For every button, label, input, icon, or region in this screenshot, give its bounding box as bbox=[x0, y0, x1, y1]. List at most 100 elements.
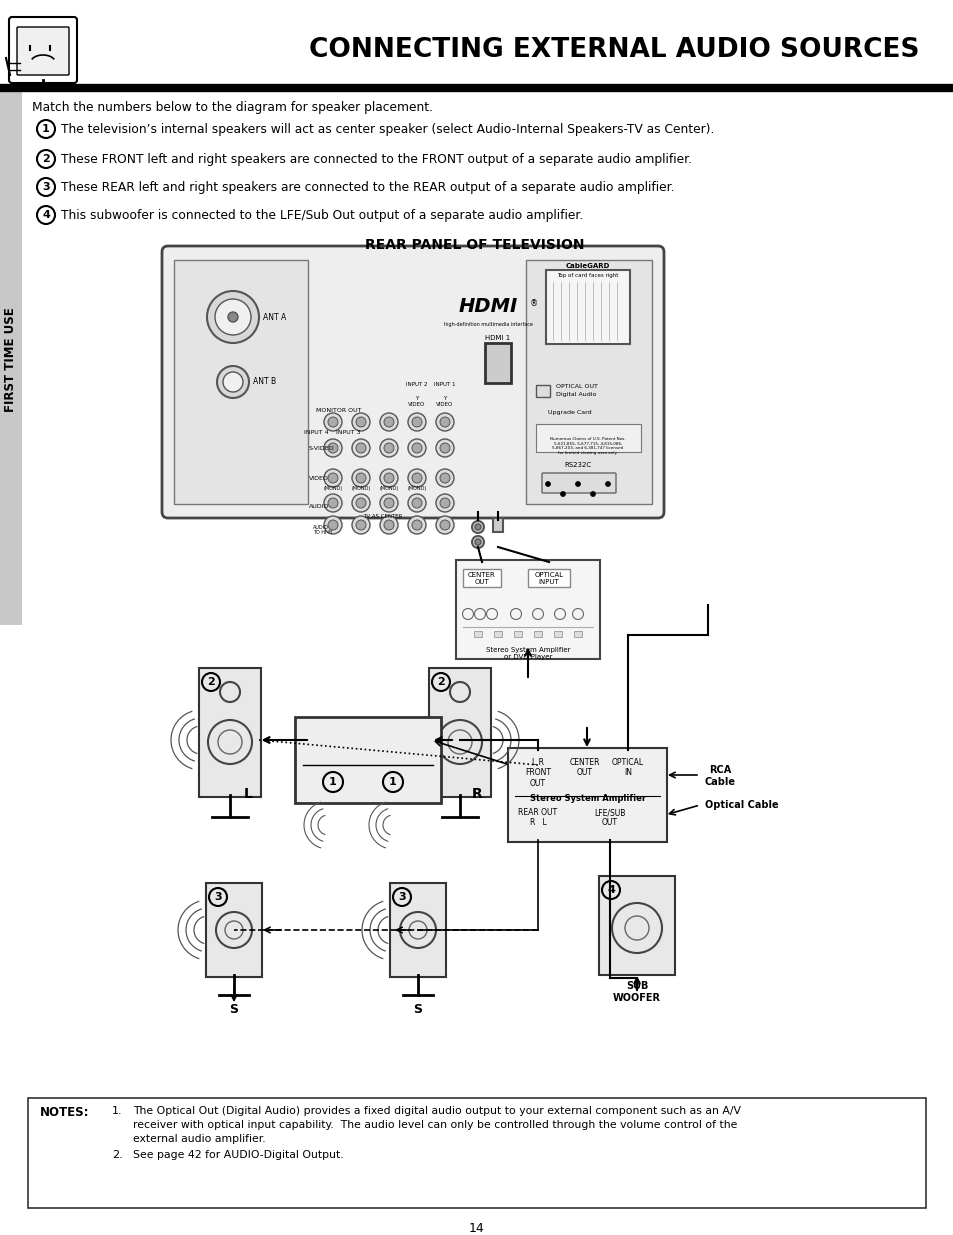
FancyBboxPatch shape bbox=[17, 27, 69, 75]
Text: REAR OUT
R   L: REAR OUT R L bbox=[517, 808, 557, 827]
Text: These REAR left and right speakers are connected to the REAR output of a separat: These REAR left and right speakers are c… bbox=[61, 182, 674, 194]
Circle shape bbox=[560, 492, 565, 496]
Circle shape bbox=[590, 492, 595, 496]
Circle shape bbox=[328, 473, 337, 483]
Circle shape bbox=[545, 482, 550, 487]
Bar bbox=[574, 631, 581, 637]
Circle shape bbox=[384, 417, 394, 427]
Circle shape bbox=[408, 516, 426, 534]
Text: OPTICAL OUT: OPTICAL OUT bbox=[556, 384, 598, 389]
Text: Upgrade Card: Upgrade Card bbox=[547, 410, 591, 415]
Circle shape bbox=[207, 291, 258, 343]
Text: VIDEO: VIDEO bbox=[408, 403, 425, 408]
Bar bbox=[554, 631, 561, 637]
Text: (MONO): (MONO) bbox=[323, 487, 342, 492]
Circle shape bbox=[355, 417, 366, 427]
FancyBboxPatch shape bbox=[484, 343, 511, 383]
Text: S: S bbox=[230, 1003, 238, 1016]
Text: (MONO): (MONO) bbox=[379, 487, 398, 492]
Text: Numerous Claims of U.S. Patent Nos.
5,621,855, 5,677,715, 4,815,086,
5,867,203, : Numerous Claims of U.S. Patent Nos. 5,62… bbox=[550, 437, 625, 454]
Circle shape bbox=[328, 443, 337, 453]
Text: CENTER
OUT: CENTER OUT bbox=[468, 572, 496, 585]
FancyBboxPatch shape bbox=[525, 261, 651, 504]
Bar bbox=[0, 90, 22, 625]
Circle shape bbox=[439, 443, 450, 453]
Text: L R
FRONT
OUT: L R FRONT OUT bbox=[524, 758, 551, 788]
Text: INPUT 3: INPUT 3 bbox=[335, 430, 360, 435]
Text: NOTES:: NOTES: bbox=[40, 1107, 90, 1119]
Text: 2: 2 bbox=[436, 677, 444, 687]
Text: Y: Y bbox=[443, 396, 446, 401]
Text: FIRST TIME USE: FIRST TIME USE bbox=[5, 308, 17, 412]
Circle shape bbox=[384, 520, 394, 530]
Circle shape bbox=[223, 372, 243, 391]
Text: CableGARD: CableGARD bbox=[565, 263, 610, 269]
Text: Stereo System Amplifier: Stereo System Amplifier bbox=[529, 794, 645, 803]
Circle shape bbox=[472, 536, 483, 548]
Circle shape bbox=[412, 498, 421, 508]
Text: LFE/SUB
OUT: LFE/SUB OUT bbox=[594, 808, 625, 827]
Circle shape bbox=[214, 299, 251, 335]
Circle shape bbox=[328, 498, 337, 508]
FancyBboxPatch shape bbox=[598, 876, 675, 974]
Circle shape bbox=[228, 312, 237, 322]
Circle shape bbox=[379, 438, 397, 457]
Text: The Optical Out (Digital Audio) provides a fixed digital audio output to your ex: The Optical Out (Digital Audio) provides… bbox=[132, 1107, 740, 1116]
Bar bbox=[527, 569, 569, 587]
Text: VIDEO: VIDEO bbox=[436, 403, 453, 408]
Circle shape bbox=[324, 516, 341, 534]
Circle shape bbox=[379, 469, 397, 487]
Bar bbox=[534, 631, 541, 637]
Circle shape bbox=[384, 473, 394, 483]
Circle shape bbox=[352, 516, 370, 534]
Circle shape bbox=[439, 473, 450, 483]
Text: L: L bbox=[244, 787, 253, 802]
Text: external audio amplifier.: external audio amplifier. bbox=[132, 1134, 265, 1144]
Circle shape bbox=[605, 482, 610, 487]
Bar bbox=[474, 631, 481, 637]
FancyBboxPatch shape bbox=[456, 559, 599, 659]
Circle shape bbox=[408, 494, 426, 513]
Text: S-VIDEO: S-VIDEO bbox=[309, 446, 335, 451]
FancyBboxPatch shape bbox=[390, 883, 446, 977]
Circle shape bbox=[324, 494, 341, 513]
FancyBboxPatch shape bbox=[545, 270, 629, 345]
Text: high-definition multimedia interface: high-definition multimedia interface bbox=[443, 322, 532, 327]
Circle shape bbox=[436, 412, 454, 431]
Circle shape bbox=[412, 417, 421, 427]
Circle shape bbox=[324, 438, 341, 457]
Circle shape bbox=[439, 498, 450, 508]
Text: The television’s internal speakers will act as center speaker (select Audio-Inte: The television’s internal speakers will … bbox=[61, 124, 714, 136]
Text: See page 42 for AUDIO-Digital Output.: See page 42 for AUDIO-Digital Output. bbox=[132, 1150, 343, 1160]
Text: OPTICAL
INPUT: OPTICAL INPUT bbox=[534, 572, 563, 585]
Text: Digital Audio: Digital Audio bbox=[556, 391, 596, 396]
Text: CONNECTING EXTERNAL AUDIO SOURCES: CONNECTING EXTERNAL AUDIO SOURCES bbox=[309, 37, 919, 63]
Circle shape bbox=[352, 438, 370, 457]
Text: (MONO): (MONO) bbox=[407, 487, 426, 492]
Text: 1: 1 bbox=[329, 777, 336, 787]
Circle shape bbox=[355, 498, 366, 508]
Circle shape bbox=[355, 520, 366, 530]
Text: 14: 14 bbox=[469, 1221, 484, 1235]
Bar bbox=[514, 631, 521, 637]
Text: 3: 3 bbox=[42, 182, 50, 191]
Text: or DVD Player: or DVD Player bbox=[503, 655, 552, 659]
Circle shape bbox=[216, 366, 249, 398]
Circle shape bbox=[412, 520, 421, 530]
Circle shape bbox=[436, 516, 454, 534]
Circle shape bbox=[352, 494, 370, 513]
Circle shape bbox=[352, 412, 370, 431]
FancyBboxPatch shape bbox=[9, 17, 77, 83]
Text: OPTICAL
IN: OPTICAL IN bbox=[611, 758, 643, 777]
Text: VIDEO: VIDEO bbox=[309, 475, 329, 480]
Text: receiver with optical input capability.  The audio level can only be controlled : receiver with optical input capability. … bbox=[132, 1120, 737, 1130]
FancyBboxPatch shape bbox=[162, 246, 663, 517]
Text: HDMI 1: HDMI 1 bbox=[485, 335, 510, 341]
Text: 2.: 2. bbox=[112, 1150, 123, 1160]
Text: S: S bbox=[413, 1003, 422, 1016]
Text: INPUT 4: INPUT 4 bbox=[303, 430, 328, 435]
Text: These FRONT left and right speakers are connected to the FRONT output of a separ: These FRONT left and right speakers are … bbox=[61, 153, 691, 165]
Circle shape bbox=[379, 412, 397, 431]
Text: Optical Cable: Optical Cable bbox=[704, 800, 778, 810]
Text: Stereo System Amplifier: Stereo System Amplifier bbox=[485, 647, 570, 653]
